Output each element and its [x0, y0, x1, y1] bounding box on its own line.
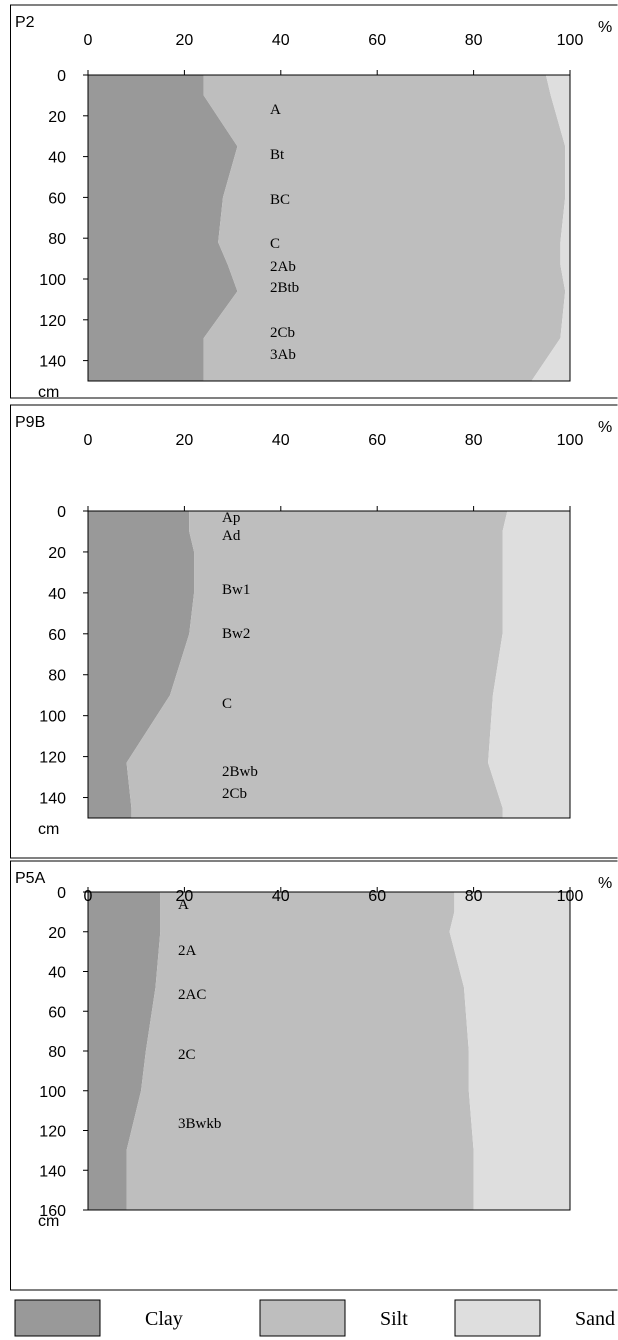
y-tick-label: 100 — [39, 709, 66, 726]
panel-title: P5A — [15, 870, 46, 887]
x-tick-label: 100 — [557, 32, 584, 49]
area-clay — [88, 511, 195, 818]
horizon-label: A — [178, 897, 189, 913]
y-tick-label: 100 — [39, 272, 66, 289]
y-tick-label: 80 — [48, 668, 66, 685]
horizon-label: Ad — [222, 528, 241, 544]
y-tick-label: 0 — [57, 504, 66, 521]
area-sand — [531, 75, 570, 381]
value-unit: % — [598, 419, 612, 436]
x-tick-label: 20 — [176, 888, 194, 905]
x-tick-label: 100 — [557, 432, 584, 449]
y-tick-label: 140 — [39, 791, 66, 808]
horizon-label: A — [270, 102, 281, 118]
horizon-label: Ap — [222, 510, 240, 526]
horizon-label: 2A — [178, 943, 197, 959]
depth-unit: cm — [38, 1213, 59, 1230]
horizon-label: BC — [270, 192, 290, 208]
area-silt — [203, 75, 566, 381]
horizon-label: 2Btb — [270, 280, 299, 296]
legend-swatch — [14, 1299, 101, 1337]
x-tick-label: 80 — [465, 888, 483, 905]
horizon-label: 2Bwb — [222, 764, 258, 780]
legend-swatch — [454, 1299, 541, 1337]
legend-label: Clay — [145, 1308, 183, 1330]
panel-title: P2 — [15, 14, 35, 31]
x-tick-label: 40 — [272, 432, 290, 449]
panel-border — [10, 404, 618, 859]
y-tick-label: 120 — [39, 750, 66, 767]
y-tick-label: 40 — [48, 965, 66, 982]
y-tick-label: 120 — [39, 1124, 66, 1141]
plot-frame — [87, 510, 571, 819]
y-tick-label: 80 — [48, 231, 66, 248]
y-tick-label: 0 — [57, 885, 66, 902]
horizon-label: C — [270, 236, 280, 252]
y-tick-label: 40 — [48, 150, 66, 167]
value-unit: % — [598, 19, 612, 36]
y-tick-label: 140 — [39, 354, 66, 371]
panel-border — [10, 860, 618, 1291]
y-tick-label: 0 — [57, 68, 66, 85]
plot-frame — [87, 74, 571, 382]
horizon-label: C — [222, 696, 232, 712]
y-tick-label: 100 — [39, 1084, 66, 1101]
horizon-label: 2Ab — [270, 259, 296, 275]
x-tick-label: 0 — [84, 432, 93, 449]
y-tick-label: 20 — [48, 109, 66, 126]
area-clay — [88, 892, 161, 1210]
y-tick-label: 80 — [48, 1044, 66, 1061]
x-tick-label: 40 — [272, 888, 290, 905]
area-silt — [126, 511, 508, 818]
y-tick-label: 20 — [48, 925, 66, 942]
x-tick-label: 100 — [557, 888, 584, 905]
y-tick-label: 160 — [39, 1203, 66, 1220]
x-tick-label: 60 — [368, 32, 386, 49]
x-tick-label: 80 — [465, 432, 483, 449]
x-tick-label: 40 — [272, 32, 290, 49]
x-tick-label: 0 — [84, 32, 93, 49]
horizon-label: Bt — [270, 147, 285, 163]
area-silt — [126, 892, 474, 1210]
y-tick-label: 60 — [48, 190, 66, 207]
horizon-label: 3Bwkb — [178, 1116, 221, 1132]
horizon-label: Bw2 — [222, 626, 250, 642]
horizon-label: 2Cb — [222, 786, 247, 802]
x-tick-label: 60 — [368, 888, 386, 905]
y-tick-label: 40 — [48, 586, 66, 603]
horizon-label: Bw1 — [222, 582, 250, 598]
horizon-label: 2AC — [178, 987, 206, 1003]
area-sand — [449, 892, 570, 1210]
area-sand — [488, 511, 570, 818]
y-tick-label: 120 — [39, 313, 66, 330]
depth-unit: cm — [38, 821, 59, 838]
panel-border — [10, 4, 618, 399]
horizon-label: 2Cb — [270, 325, 295, 341]
horizon-label: 3Ab — [270, 347, 296, 363]
y-tick-label: 20 — [48, 545, 66, 562]
legend-label: Silt — [380, 1308, 408, 1330]
x-tick-label: 20 — [176, 32, 194, 49]
y-tick-label: 60 — [48, 1004, 66, 1021]
horizon-label: 2C — [178, 1047, 196, 1063]
depth-unit: cm — [38, 384, 59, 401]
legend-label: Sand — [575, 1308, 615, 1330]
value-unit: % — [598, 875, 612, 892]
y-tick-label: 60 — [48, 627, 66, 644]
x-tick-label: 60 — [368, 432, 386, 449]
x-tick-label: 80 — [465, 32, 483, 49]
legend-swatch — [259, 1299, 346, 1337]
area-clay — [88, 75, 238, 381]
x-tick-label: 20 — [176, 432, 194, 449]
x-tick-label: 0 — [84, 888, 93, 905]
panel-title: P9B — [15, 414, 45, 431]
y-tick-label: 140 — [39, 1163, 66, 1180]
